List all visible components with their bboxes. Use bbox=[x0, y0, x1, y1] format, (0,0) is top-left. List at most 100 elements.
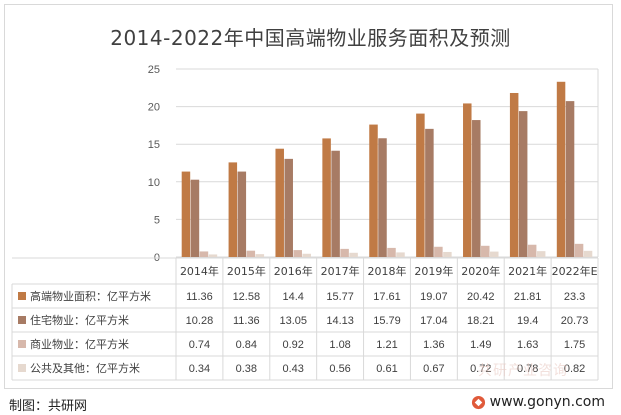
legend-swatch bbox=[18, 316, 26, 324]
table-value: 13.05 bbox=[279, 315, 307, 327]
bar bbox=[509, 92, 519, 257]
table-value: 1.21 bbox=[376, 339, 397, 351]
table-value: 14.13 bbox=[326, 315, 354, 327]
bar bbox=[387, 247, 396, 257]
bar bbox=[340, 248, 349, 257]
legend-swatch bbox=[18, 364, 26, 372]
table-value: 0.56 bbox=[329, 363, 350, 375]
table-value: 1.08 bbox=[329, 339, 350, 351]
source-label: 制图：共研网 bbox=[9, 399, 88, 414]
table-value: 0.82 bbox=[564, 363, 585, 375]
table-value: 20.73 bbox=[561, 315, 589, 327]
table-value: 23.3 bbox=[564, 291, 585, 303]
bar bbox=[463, 103, 472, 258]
table-value: 1.49 bbox=[470, 339, 491, 351]
table-value: 0.78 bbox=[517, 363, 538, 375]
bar bbox=[228, 162, 238, 257]
site-label: www.gonyn.com bbox=[489, 394, 605, 410]
bar bbox=[275, 148, 284, 257]
bar bbox=[583, 250, 593, 257]
bar bbox=[378, 138, 387, 257]
legend-label: 住宅物业：亿平方米 bbox=[30, 313, 129, 327]
table-value: 14.4 bbox=[283, 291, 304, 303]
bar bbox=[322, 138, 331, 257]
legend-swatch bbox=[18, 340, 26, 348]
table-value: 11.36 bbox=[233, 315, 260, 327]
bar bbox=[443, 251, 452, 257]
bar bbox=[481, 245, 490, 257]
legend-label: 高端物业面积：亿平方米 bbox=[30, 289, 151, 303]
x-tick-label: 2017年 bbox=[321, 264, 360, 278]
x-tick-label: 2020年 bbox=[461, 264, 500, 278]
table-value: 19.4 bbox=[517, 315, 538, 327]
table-value: 1.36 bbox=[423, 339, 444, 351]
bar bbox=[574, 243, 584, 257]
bar bbox=[349, 252, 358, 257]
bar bbox=[199, 251, 209, 257]
table-value: 17.04 bbox=[420, 315, 448, 327]
table-value: 0.72 bbox=[470, 363, 491, 375]
y-tick-label: 10 bbox=[148, 177, 160, 189]
table-value: 0.34 bbox=[189, 363, 210, 375]
table-value: 0.67 bbox=[423, 363, 444, 375]
table-value: 10.28 bbox=[186, 315, 214, 327]
table-value: 1.63 bbox=[517, 339, 538, 351]
bar bbox=[284, 158, 293, 257]
bar bbox=[565, 101, 575, 257]
bar bbox=[293, 250, 302, 257]
table-value: 19.07 bbox=[420, 291, 448, 303]
bar bbox=[416, 113, 425, 257]
bar bbox=[331, 150, 340, 257]
bar bbox=[518, 111, 528, 257]
bar bbox=[255, 254, 265, 257]
y-tick-label: 15 bbox=[148, 139, 160, 151]
table-value: 11.36 bbox=[186, 291, 213, 303]
table-value: 0.92 bbox=[283, 339, 304, 351]
table-value: 0.43 bbox=[283, 363, 304, 375]
bar bbox=[396, 252, 405, 257]
site-credit: www.gonyn.com bbox=[471, 394, 605, 410]
y-tick-label: 5 bbox=[154, 214, 160, 226]
bar bbox=[302, 253, 311, 257]
table-value: 0.61 bbox=[376, 363, 397, 375]
watermark: 共研产业咨询 bbox=[478, 363, 568, 379]
gonyn-logo-icon bbox=[471, 395, 485, 409]
bar bbox=[181, 171, 191, 257]
table-value: 1.75 bbox=[564, 339, 585, 351]
bar bbox=[556, 81, 566, 257]
table-value: 18.21 bbox=[467, 315, 495, 327]
table-value: 15.77 bbox=[326, 291, 354, 303]
y-tick-label: 25 bbox=[148, 64, 160, 76]
x-tick-label: 2018年 bbox=[368, 264, 407, 278]
bar bbox=[490, 251, 499, 257]
bar bbox=[527, 244, 537, 257]
table-value: 15.79 bbox=[373, 315, 401, 327]
x-tick-label: 2014年 bbox=[180, 264, 219, 278]
table-value: 17.61 bbox=[373, 291, 401, 303]
bar bbox=[237, 171, 247, 257]
x-tick-label: 2021年 bbox=[508, 264, 547, 278]
legend-label: 公共及其他：亿平方米 bbox=[30, 361, 140, 375]
bar bbox=[472, 120, 481, 258]
y-tick-label: 20 bbox=[148, 102, 160, 114]
chart-title: 2014-2022年中国高端物业服务面积及预测 bbox=[110, 26, 511, 50]
bar bbox=[369, 124, 378, 257]
x-tick-label: 2015年 bbox=[227, 264, 266, 278]
x-tick-label: 2022年E bbox=[552, 264, 598, 278]
x-tick-label: 2016年 bbox=[274, 264, 313, 278]
table-value: 0.74 bbox=[189, 339, 210, 351]
legend-swatch bbox=[18, 292, 26, 300]
table-value: 21.81 bbox=[514, 291, 542, 303]
bar bbox=[536, 251, 546, 257]
table-value: 20.42 bbox=[467, 291, 495, 303]
bar bbox=[425, 128, 434, 257]
bar bbox=[434, 246, 443, 257]
x-tick-label: 2019年 bbox=[414, 264, 453, 278]
legend-label: 商业物业：亿平方米 bbox=[30, 337, 129, 351]
bar bbox=[246, 250, 256, 257]
bar bbox=[208, 254, 218, 257]
table-value: 12.58 bbox=[233, 291, 261, 303]
bar bbox=[190, 179, 200, 257]
table-value: 0.38 bbox=[236, 363, 257, 375]
